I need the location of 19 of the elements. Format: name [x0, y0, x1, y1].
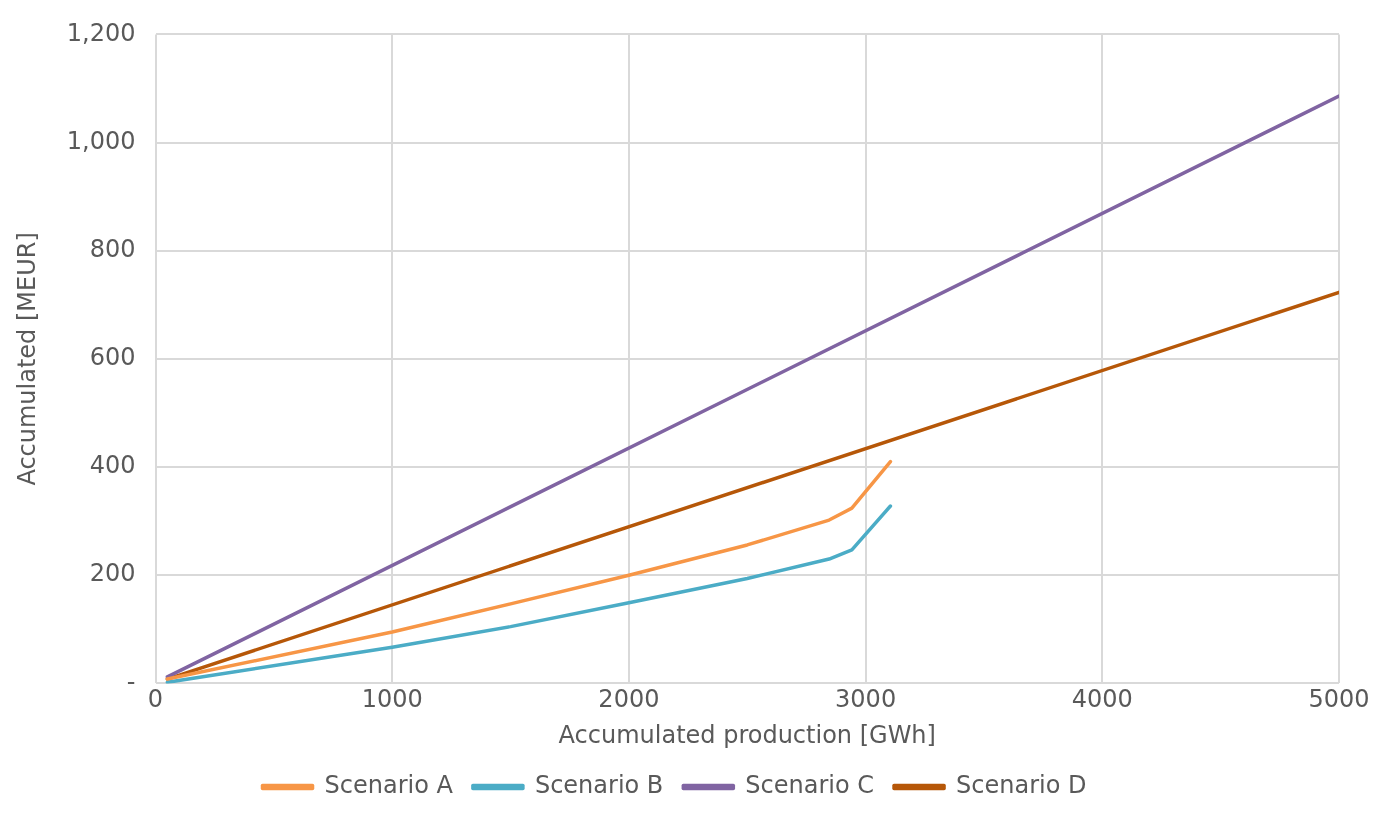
- x-tick-label: 1000: [361, 685, 423, 714]
- x-tick-label: 3000: [835, 685, 897, 714]
- x-axis-title: Accumulated production [GWh]: [558, 720, 936, 749]
- y-tick-label: 400: [89, 451, 136, 480]
- x-tick-label: 4000: [1071, 685, 1133, 714]
- y-axis-title: Accumulated [MEUR]: [12, 232, 41, 486]
- y-tick-label: 1,200: [66, 18, 136, 47]
- x-tick-label: 5000: [1308, 685, 1370, 714]
- y-tick-label: -: [126, 667, 136, 696]
- y-tick-label: 600: [89, 343, 136, 372]
- y-tick-label: 800: [89, 234, 136, 263]
- x-tick-label: 0: [147, 685, 164, 714]
- y-tick-label: 200: [89, 559, 136, 588]
- legend-label: Scenario A: [324, 771, 454, 800]
- legend-label: Scenario D: [956, 771, 1087, 800]
- legend-label: Scenario B: [534, 771, 664, 800]
- legend-label: Scenario C: [745, 771, 875, 800]
- x-tick-label: 2000: [598, 685, 660, 714]
- y-tick-label: 1,000: [66, 126, 136, 155]
